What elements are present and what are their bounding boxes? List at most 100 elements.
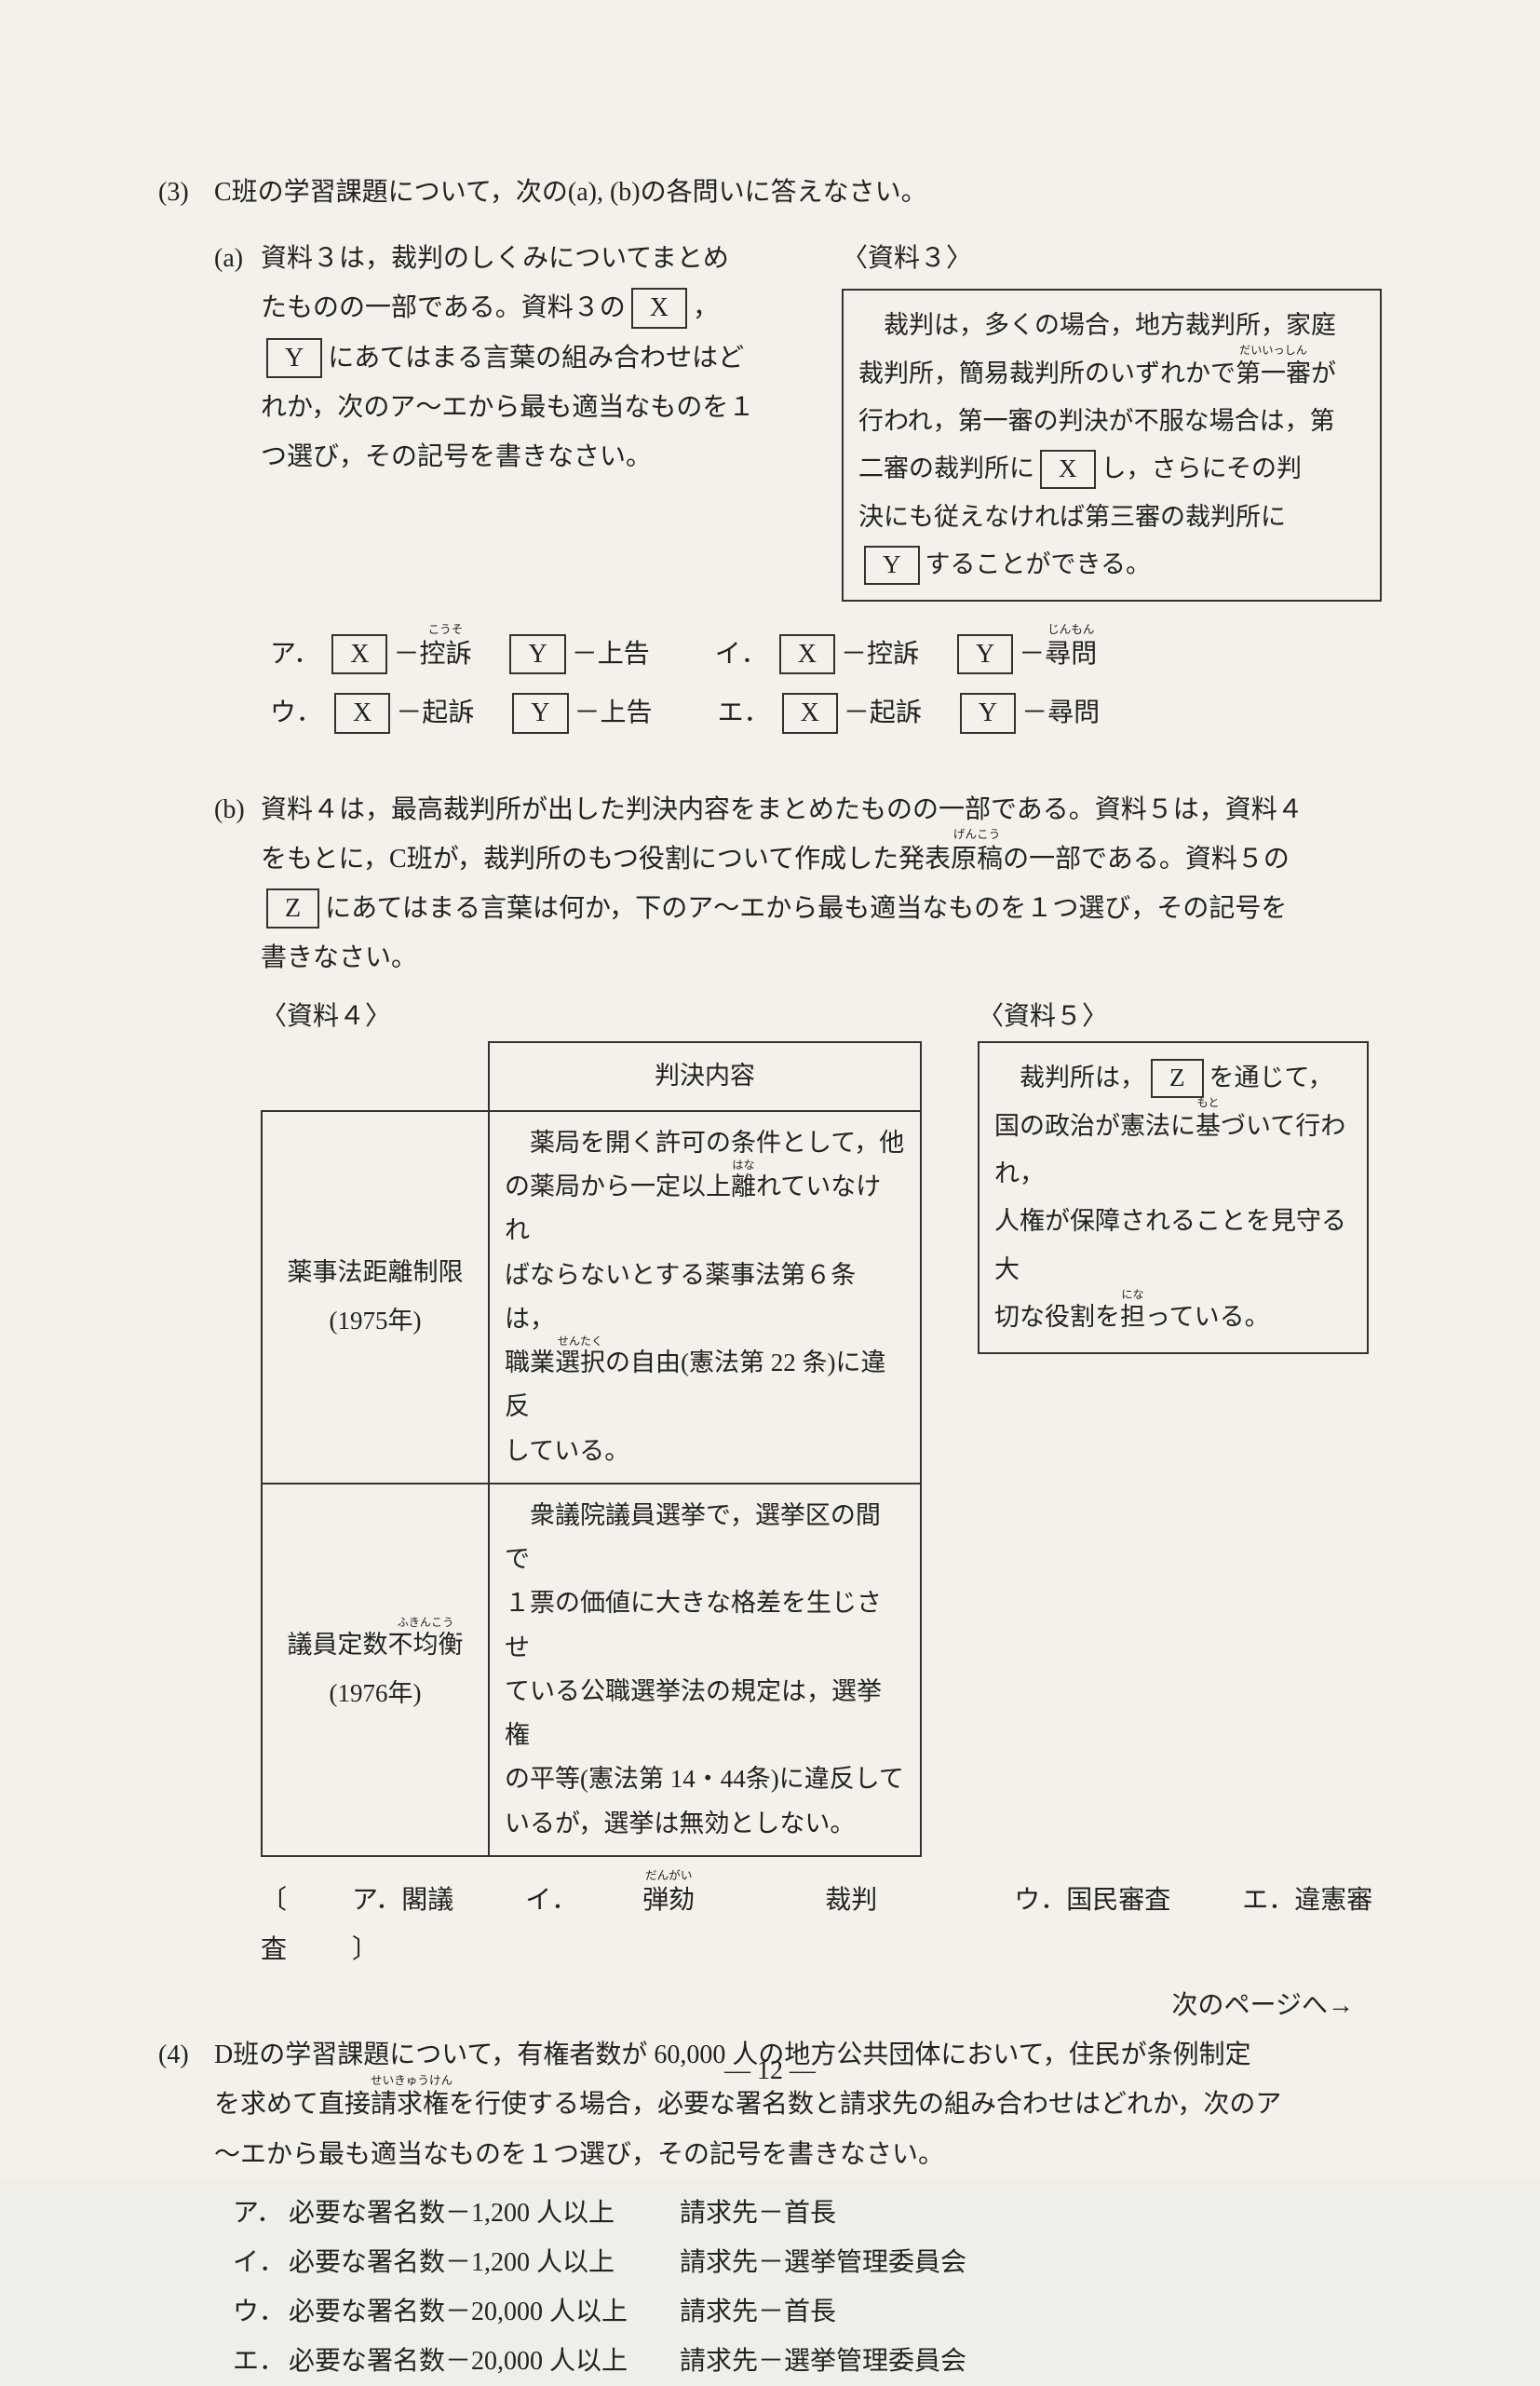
q3b-l2b: 原稿 xyxy=(951,845,1003,874)
q4-choice-e: エ． 必要な署名数－20,000 人以上 請求先－選挙管理委員会 xyxy=(233,2337,1382,2386)
ref4-r2-1: 衆議院議員選挙で，選挙区の間で xyxy=(505,1494,905,1582)
choice-i-y-after: 尋問 xyxy=(1045,640,1097,669)
q4e-c1: 必要な署名数－20,000 人以上 xyxy=(289,2337,680,2386)
choice-a-x-rt: こうそ xyxy=(419,619,471,642)
q3a-left: (a)資料３は，裁判のしくみについてまとめ たものの一部である。資料３のX， Y… xyxy=(214,234,814,481)
ref4-r2-4: の平等(憲法第 14・44条)に違反して xyxy=(505,1757,905,1801)
ref5-1b: を通じて， xyxy=(1209,1064,1333,1091)
ref5-title: 〈資料５〉 xyxy=(978,992,1369,1041)
ref4-r1-4a: 職業 xyxy=(505,1349,555,1376)
choice-a-x: X xyxy=(331,634,387,674)
ref4-row2-content: 衆議院議員選挙で，選挙区の間で １票の価値に大きな格差を生じさせ ている公職選挙… xyxy=(489,1484,921,1856)
exam-page: (3)C班の学習課題について，次の(a), (b)の各問いに答えなさい。 (a)… xyxy=(0,0,1540,2179)
ref4-r1-2a: の薬局から一定以上 xyxy=(505,1173,731,1200)
ref4-r2-5: いるが，選挙は無効としない。 xyxy=(505,1802,905,1846)
q4-choice-u: ウ． 必要な署名数－20,000 人以上 請求先－首長 xyxy=(233,2287,1382,2337)
q4-choices: ア． 必要な署名数－1,200 人以上 請求先－首長 イ． 必要な署名数－1,2… xyxy=(233,2189,1382,2386)
q4i-c1: 必要な署名数－1,200 人以上 xyxy=(289,2238,680,2287)
q3b-close: 〕 xyxy=(352,1935,378,1964)
ref3-l2-rt: だいいっしん xyxy=(1236,340,1311,361)
choice-a-x-after: 控訴 xyxy=(419,640,471,669)
q4e-mark: エ． xyxy=(233,2337,289,2386)
ref3-box: 裁判は，多くの場合，地方裁判所，家庭 裁判所，簡易裁判所のいずれかでだいいっしん… xyxy=(842,289,1382,602)
ref4-r2h-a: 議員定数 xyxy=(288,1631,388,1659)
q3b-choice-u: ウ．国民審査 xyxy=(1014,1886,1170,1915)
q3b-label: (b) xyxy=(214,785,261,834)
choice-a: ア． X－こうそ控訴 Y－上告 xyxy=(270,630,650,679)
ref3-l2a: 裁判所，簡易裁判所のいずれかで xyxy=(858,359,1236,387)
ref3-l6: することができる。 xyxy=(925,550,1151,578)
ref4-row1-content: 薬局を開く許可の条件として，他 の薬局から一定以上はな離れていなけれ ばならない… xyxy=(489,1111,921,1484)
q3b-choice-i-c: 裁判 xyxy=(825,1886,877,1915)
choice-i-x-after: 控訴 xyxy=(867,640,919,669)
ref4-row1-head: 薬事法距離制限 (1975年) xyxy=(262,1111,489,1484)
q4u-c1: 必要な署名数－20,000 人以上 xyxy=(289,2287,680,2337)
q3a-right: 〈資料３〉 裁判は，多くの場合，地方裁判所，家庭 裁判所，簡易裁判所のいずれかで… xyxy=(842,234,1382,602)
q3-number: (3) xyxy=(158,168,214,217)
q3a-line5: つ選び，その記号を書きなさい。 xyxy=(214,432,814,481)
box-z: Z xyxy=(266,888,319,929)
ref4-row2-year: (1976年) xyxy=(277,1670,473,1717)
q3a-line3: にあてはまる言葉の組み合わせはど xyxy=(328,344,744,373)
choice-u: ウ． X－起訴 Y－上告 xyxy=(270,688,653,738)
choice-u-x-after: 起訴 xyxy=(422,698,474,727)
q3a-line2b: ， xyxy=(693,293,719,322)
ref3-l2b: 第一審 xyxy=(1236,359,1311,387)
ref4-row1-head-a: 薬事法距離制限 xyxy=(277,1249,473,1296)
ref4-row2-head: 議員定数ふきんこう不均衡 (1976年) xyxy=(262,1484,489,1856)
choice-e-y: Y xyxy=(960,693,1016,733)
q4-l3: ～エから最も適当なものを１つ選び，その記号を書きなさい。 xyxy=(158,2130,1382,2179)
q3b-choices: 〔ア．閣議 イ．だんがい弾劾裁判 ウ．国民審査 エ．違憲審査〕 xyxy=(261,1876,1382,1974)
choice-e-y-after: 尋問 xyxy=(1047,698,1100,727)
ref5-4a: 切な役割を xyxy=(994,1303,1120,1331)
ref3-l4a: 二審の裁判所に xyxy=(858,454,1034,482)
choice-u-x: X xyxy=(334,693,390,733)
q3-intro: C班の学習課題について，次の(a), (b)の各問いに答えなさい。 xyxy=(214,178,927,207)
ref4-r1-4b: 選択 xyxy=(555,1349,605,1376)
q3b: (b)資料４は，最高裁判所が出した判決内容をまとめたものの一部である。資料５は，… xyxy=(158,785,1382,1975)
ref4-header: 判決内容 xyxy=(489,1042,921,1110)
choice-a-y: Y xyxy=(509,634,565,674)
q3b-open: 〔 xyxy=(261,1886,287,1915)
q4i-mark: イ． xyxy=(233,2238,289,2287)
ref4-title: 〈資料４〉 xyxy=(261,992,922,1041)
ref5-2a: 国の政治が憲法に xyxy=(994,1112,1196,1140)
ref4-r2h-rt: ふきんこう xyxy=(388,1612,464,1634)
question-3: (3)C班の学習課題について，次の(a), (b)の各問いに答えなさい。 (a)… xyxy=(158,168,1382,1974)
box-x: X xyxy=(631,288,687,328)
q3b-choice-i-a: イ． xyxy=(525,1886,577,1915)
q4a-c1: 必要な署名数－1,200 人以上 xyxy=(289,2189,680,2238)
choice-u-mark: ウ． xyxy=(270,698,322,727)
choice-e-mark: エ． xyxy=(718,698,770,727)
q4a-mark: ア． xyxy=(233,2189,289,2238)
ref4-r1-4rt: せんたく xyxy=(555,1332,605,1351)
q3b-l2c: の一部である。資料５の xyxy=(1003,845,1290,874)
choice-u-y-after: 上告 xyxy=(601,698,653,727)
choice-e-x-after: 起訴 xyxy=(870,698,922,727)
q4a-c2: 請求先－首長 xyxy=(680,2189,836,2238)
choice-i-mark: イ． xyxy=(715,640,767,669)
ref4-r2-2: １票の価値に大きな格差を生じさせ xyxy=(505,1581,905,1670)
ref5-2rt: もと xyxy=(1196,1092,1221,1114)
ref5-box: 裁判所は，Zを通じて， 国の政治が憲法にもと基づいて行われ， 人権が保障されるこ… xyxy=(978,1041,1369,1354)
ref4-row1-year: (1975年) xyxy=(277,1297,473,1345)
ref4-right-2rt: はな xyxy=(731,1156,756,1175)
q4-choice-i: イ． 必要な署名数－1,200 人以上 請求先－選挙管理委員会 xyxy=(233,2238,1382,2287)
choice-i: イ． X－控訴 Y－じんもん尋問 xyxy=(715,630,1098,679)
ref3-l4b: し，さらにその判 xyxy=(1101,454,1302,482)
q3b-l1: 資料４は，最高裁判所が出した判決内容をまとめたものの一部である。資料５は，資料４ xyxy=(261,795,1304,824)
ref5-2b: 基 xyxy=(1196,1112,1221,1140)
ref5-wrap: 〈資料５〉 裁判所は，Zを通じて， 国の政治が憲法にもと基づいて行われ， 人権が… xyxy=(978,992,1369,1354)
ref4-r2h-b: 不均衡 xyxy=(388,1631,464,1659)
q3b-choice-a: ア．閣議 xyxy=(352,1886,453,1915)
q4i-c2: 請求先－選挙管理委員会 xyxy=(680,2238,966,2287)
ref3-title: 〈資料３〉 xyxy=(842,234,1382,283)
box-y: Y xyxy=(266,338,322,378)
page-number: ― 12 ― xyxy=(0,2046,1540,2095)
choice-i-x: X xyxy=(779,634,835,674)
q3a-choices: ア． X－こうそ控訴 Y－上告 イ． X－控訴 Y－じんもん尋問 ウ． X－起訴 xyxy=(270,630,1382,738)
q3a-line1: 資料３は，裁判のしくみについてまとめ xyxy=(261,244,729,273)
q3b-choice-i-b: 弾劾 xyxy=(642,1886,695,1915)
ref3-l2c: が xyxy=(1311,359,1336,387)
q3b-choice-i-rt: だんがい xyxy=(642,1865,695,1888)
